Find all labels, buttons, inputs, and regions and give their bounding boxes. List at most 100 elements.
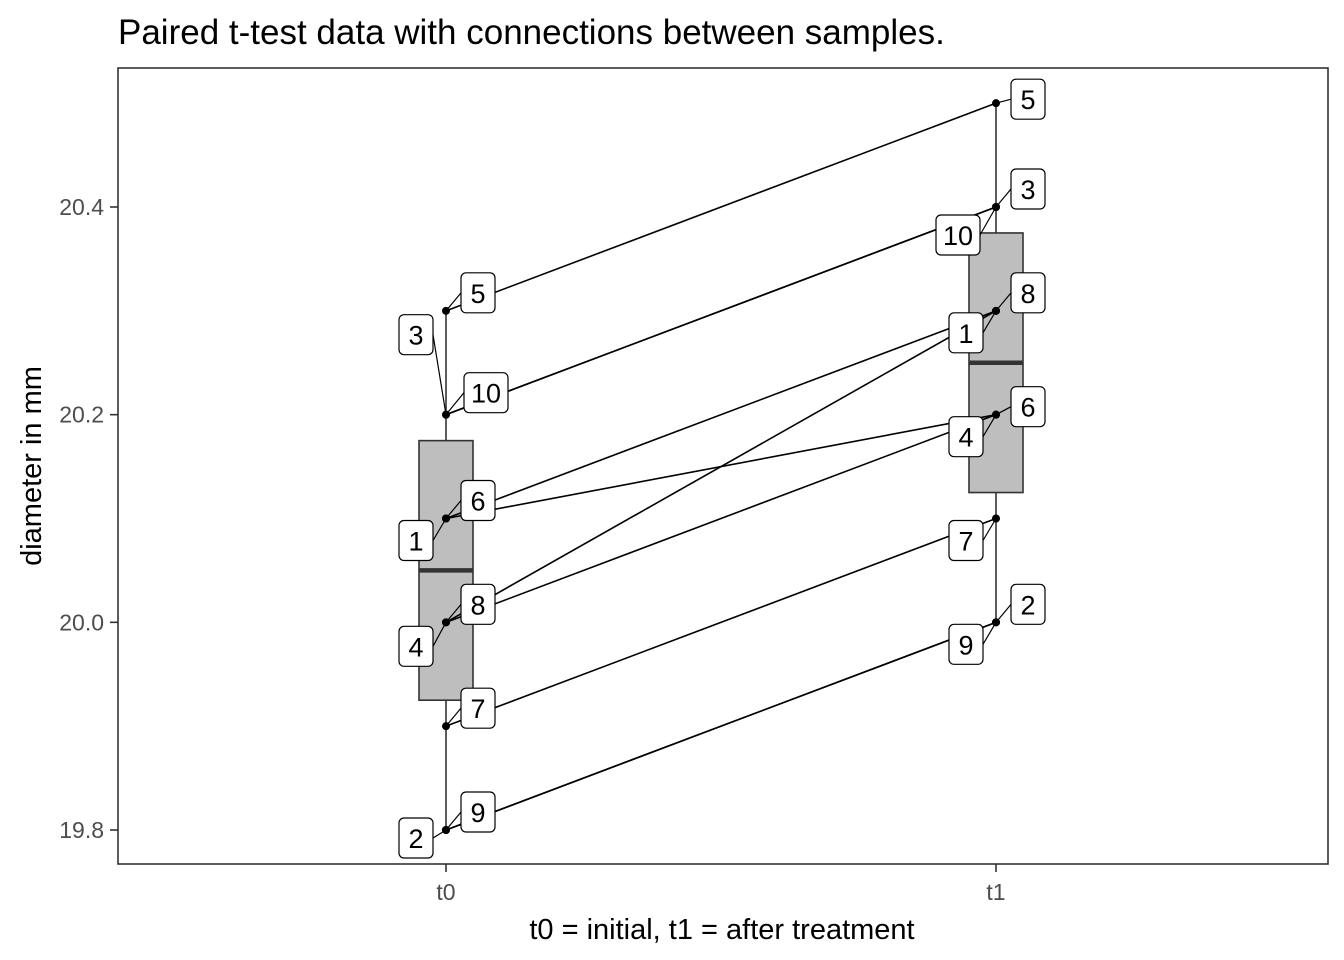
point-label-t1-7: 7 xyxy=(948,519,984,562)
label-text: 4 xyxy=(408,632,423,662)
label-leader-t1-9 xyxy=(982,622,997,645)
label-box xyxy=(1010,272,1046,314)
y-tick-label: 20.4 xyxy=(59,194,104,220)
point-label-t0-5: 5 xyxy=(460,272,496,314)
pair-lines-layer xyxy=(445,102,997,831)
label-box xyxy=(1010,78,1046,120)
label-leader-t1-5 xyxy=(995,98,1012,104)
label-leader-t0-5 xyxy=(445,292,462,312)
pair-line-5 xyxy=(445,102,997,312)
pair-line-7 xyxy=(445,517,997,727)
label-text: 6 xyxy=(1020,393,1035,423)
label-box xyxy=(460,272,496,314)
label-text: 7 xyxy=(958,527,973,557)
label-leader-t0-4 xyxy=(432,622,447,647)
point-labels-layer: 1 1 2 2 3 3 4 4 5 5 6 6 7 7 8 8 9 9 10 10 xyxy=(398,78,1046,859)
label-text: 8 xyxy=(470,590,485,620)
point-label-t0-3: 3 xyxy=(398,314,434,356)
label-leader-t1-3 xyxy=(995,188,1012,208)
point-label-t1-4: 4 xyxy=(948,416,984,458)
label-box xyxy=(1010,386,1046,428)
label-box xyxy=(948,623,984,665)
label-leader-t0-2 xyxy=(432,829,447,839)
label-text: 9 xyxy=(470,798,485,828)
label-box xyxy=(948,312,984,354)
label-text: 2 xyxy=(408,824,423,854)
x-axis-title: t0 = initial, t1 = after treatment xyxy=(529,914,914,946)
label-text: 4 xyxy=(958,423,973,453)
label-box xyxy=(460,583,496,625)
label-leader-t0-7 xyxy=(445,707,462,727)
point-label-t1-1: 1 xyxy=(948,312,984,354)
label-box xyxy=(460,687,496,729)
label-text: 9 xyxy=(958,630,973,660)
label-box xyxy=(1010,168,1046,210)
point-label-t1-2: 2 xyxy=(1010,583,1046,625)
label-text: 1 xyxy=(958,319,973,349)
pair-line-4 xyxy=(445,413,997,624)
label-box xyxy=(398,817,434,859)
label-text: 3 xyxy=(1020,175,1035,205)
label-text: 1 xyxy=(408,527,423,557)
point-label-t0-1: 1 xyxy=(398,519,434,562)
y-axis: 19.8 20.0 20.2 20.4 xyxy=(59,194,118,843)
pair-line-1 xyxy=(445,310,997,520)
point-label-t0-10: 10 xyxy=(463,372,509,414)
label-leader-t1-10 xyxy=(979,206,997,236)
x-axis: t0 t1 xyxy=(436,864,1006,905)
label-text: 2 xyxy=(1020,590,1035,620)
label-box xyxy=(398,314,434,356)
point-label-t0-7: 7 xyxy=(460,687,496,729)
label-text: 7 xyxy=(470,694,485,724)
y-tick-label: 20.0 xyxy=(59,609,104,635)
label-text: 5 xyxy=(1020,85,1035,115)
label-box xyxy=(948,416,984,458)
point-label-t1-10: 10 xyxy=(935,214,981,256)
label-leader-t1-2 xyxy=(995,603,1012,623)
point-label-t1-6: 6 xyxy=(1010,386,1046,428)
y-axis-title: diameter in mm xyxy=(16,366,48,566)
y-tick-label: 19.8 xyxy=(59,817,104,843)
y-tick-label: 20.2 xyxy=(59,402,104,428)
label-leader-t0-8 xyxy=(445,603,462,623)
label-text: 3 xyxy=(408,321,423,351)
pair-line-9 xyxy=(445,621,997,831)
label-leader-t1-1 xyxy=(982,310,997,334)
label-leader-t0-10 xyxy=(445,392,465,416)
label-leader-t0-1 xyxy=(432,518,447,541)
label-leader-t1-8 xyxy=(995,292,1012,312)
label-box xyxy=(398,625,434,667)
point-label-t0-8: 8 xyxy=(460,583,496,625)
x-tick-label-t1: t1 xyxy=(986,879,1005,905)
chart-title: Paired t-test data with connections betw… xyxy=(118,13,945,52)
label-leader-t1-7 xyxy=(982,518,997,541)
point-label-t1-3: 3 xyxy=(1010,168,1046,210)
point-label-t1-8: 8 xyxy=(1010,272,1046,314)
label-leader-t1-4 xyxy=(982,414,997,437)
pair-line-8 xyxy=(445,310,997,624)
point-label-t0-2: 2 xyxy=(398,817,434,859)
point-label-t1-5: 5 xyxy=(1010,78,1046,120)
label-leader-t0-3 xyxy=(432,334,447,415)
label-text: 10 xyxy=(943,221,973,251)
label-text: 5 xyxy=(470,279,485,309)
label-box xyxy=(1010,583,1046,625)
x-tick-label-t0: t0 xyxy=(436,879,455,905)
label-box xyxy=(460,791,496,833)
label-box xyxy=(460,479,496,522)
label-box xyxy=(463,372,509,414)
label-text: 6 xyxy=(470,487,485,517)
point-label-t1-9: 9 xyxy=(948,623,984,665)
label-text: 10 xyxy=(471,379,501,409)
point-label-t0-4: 4 xyxy=(398,625,434,667)
label-text: 8 xyxy=(1020,279,1035,309)
label-leader-t0-9 xyxy=(445,811,462,831)
label-box xyxy=(935,214,981,256)
label-leader-t0-6 xyxy=(445,500,462,519)
point-label-t0-9: 9 xyxy=(460,791,496,833)
label-leader-t1-6 xyxy=(995,406,1012,416)
pair-line-10 xyxy=(445,206,997,416)
point-label-t0-6: 6 xyxy=(460,479,496,522)
label-box xyxy=(398,519,434,562)
